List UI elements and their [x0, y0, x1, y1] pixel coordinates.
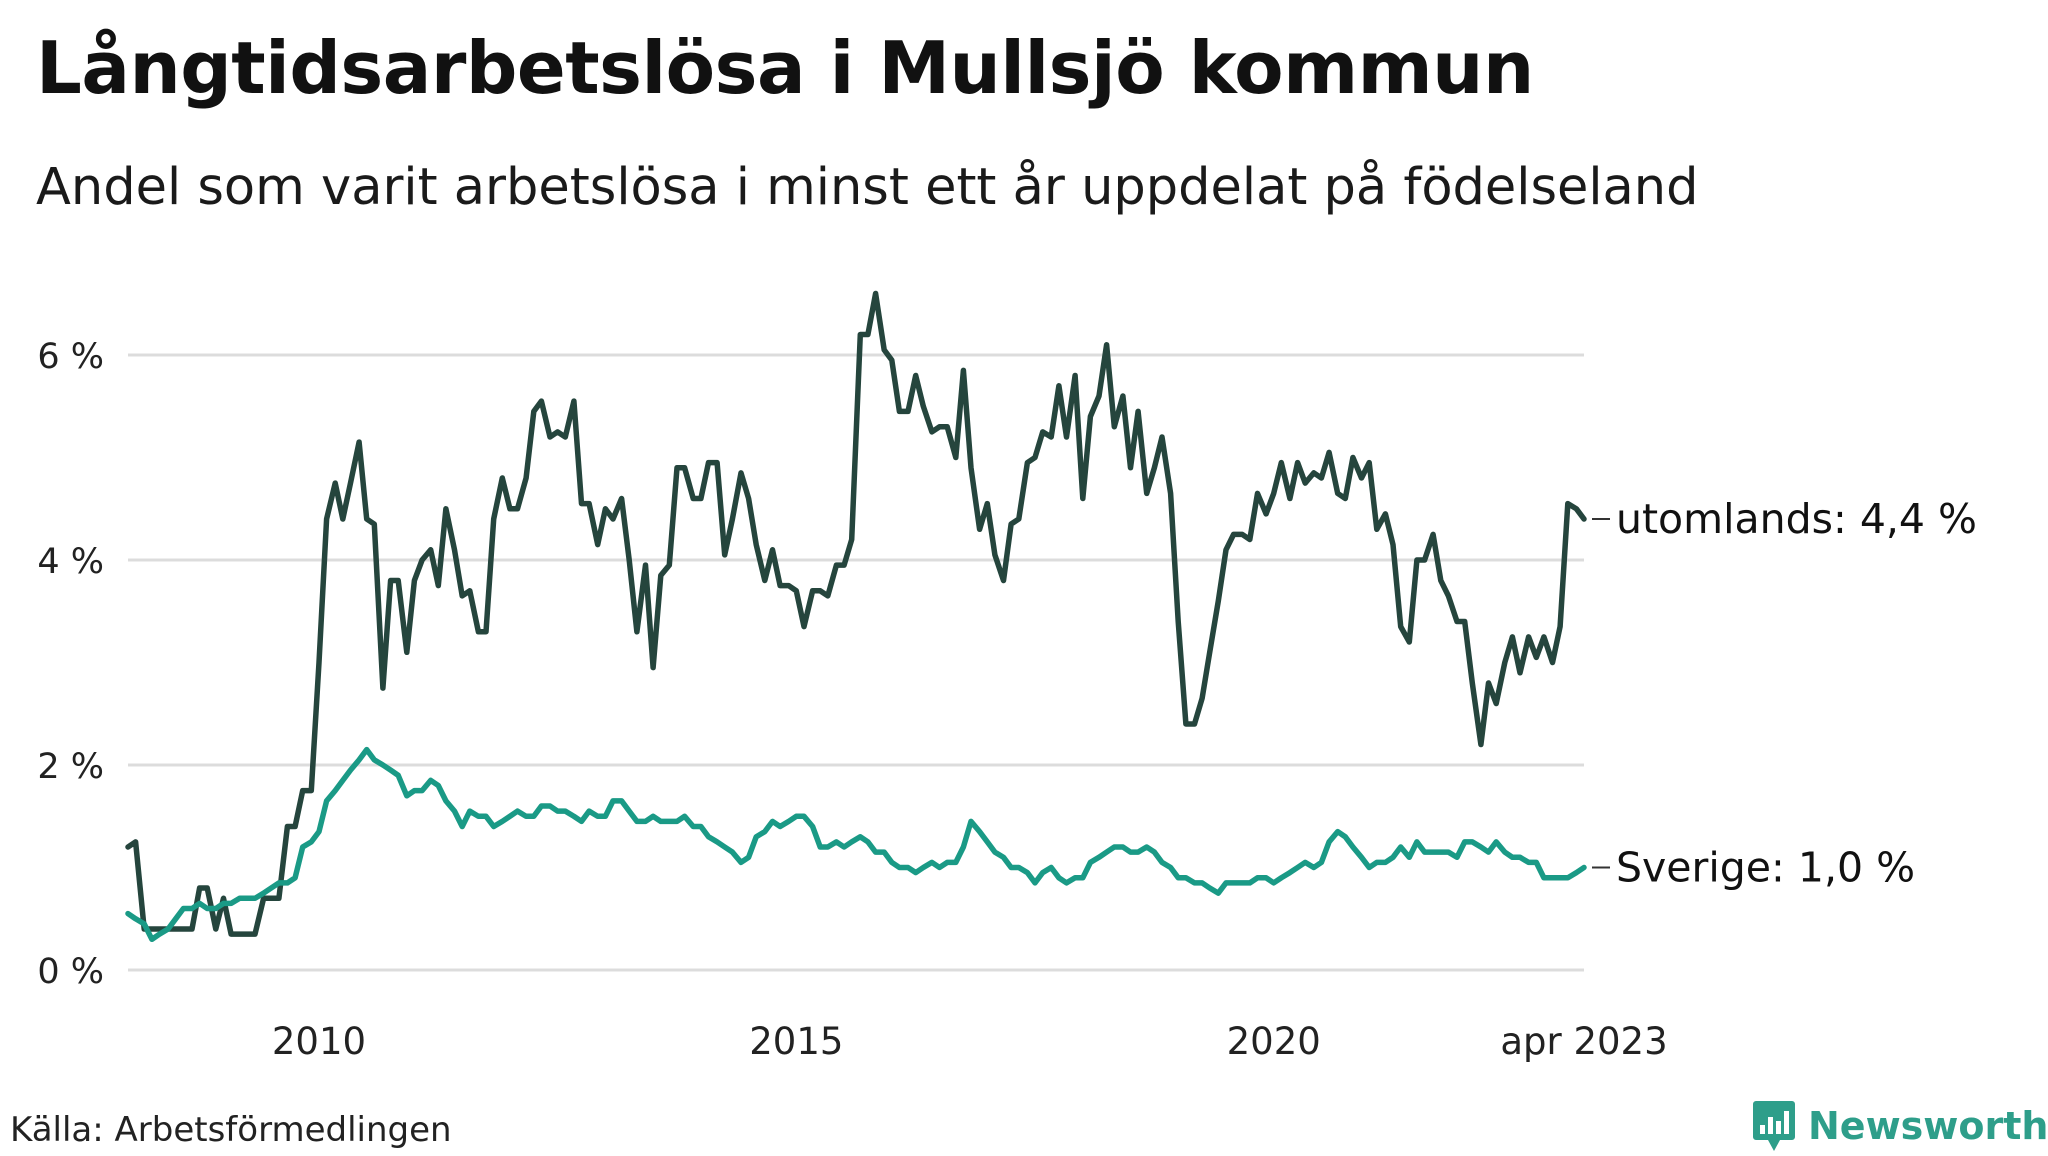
x-tick-label: 2010: [272, 1020, 366, 1063]
x-tick-label: 2015: [749, 1020, 843, 1063]
chart-subtitle: Andel som varit arbetslösa i minst ett å…: [36, 158, 1699, 217]
end-label-sverige: Sverige: 1,0 %: [1616, 844, 1915, 892]
series-line-utomlands: [125, 290, 1587, 937]
chart-title: Långtidsarbetslösa i Mullsjö kommun: [36, 26, 1534, 110]
newsworthy-logo-icon: [1753, 1101, 1795, 1151]
x-tick-label: apr 2023: [1500, 1020, 1667, 1063]
end-label-utomlands: utomlands: 4,4 %: [1616, 495, 1977, 543]
x-tick-label: 2020: [1227, 1020, 1321, 1063]
y-tick-label: 4 %: [37, 542, 104, 582]
series-line-sverige: [125, 746, 1587, 943]
y-tick-label: 0 %: [37, 952, 104, 992]
brand-name: Newsworthy: [1808, 1104, 2048, 1148]
y-tick-label: 6 %: [37, 337, 104, 377]
brand-logo: Newsworthy: [1752, 1096, 2048, 1156]
y-tick-label: 2 %: [37, 747, 104, 787]
source-note: Källa: Arbetsförmedlingen: [10, 1110, 452, 1150]
